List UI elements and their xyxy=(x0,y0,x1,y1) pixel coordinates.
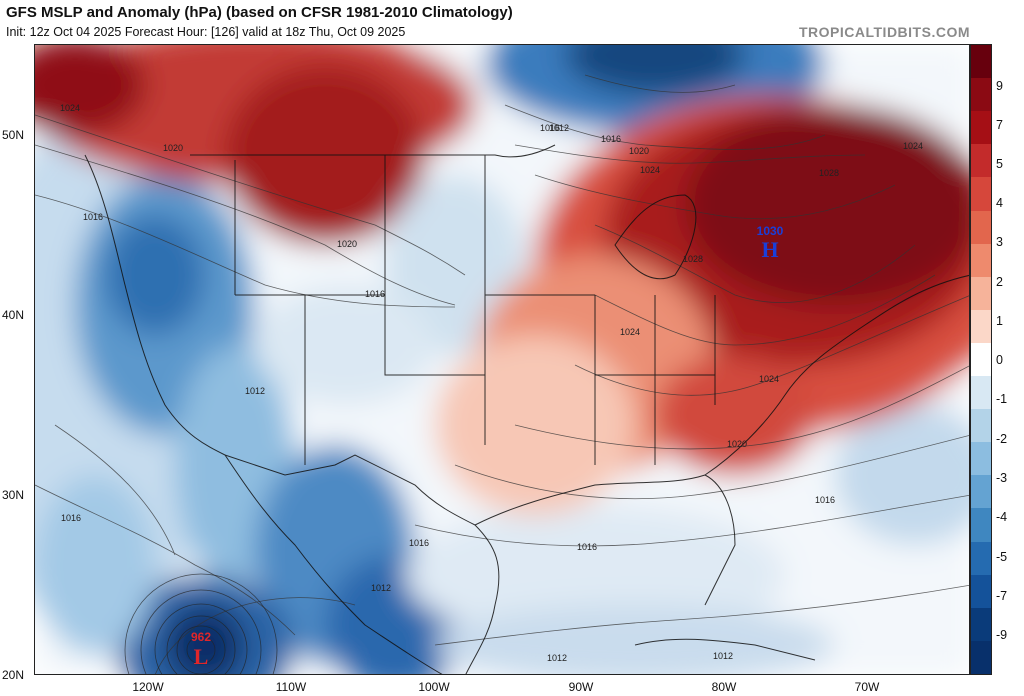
anomaly-colorbar xyxy=(970,44,992,675)
low-isobar-rings xyxy=(124,573,278,674)
isobar-label: 1016 xyxy=(815,495,835,505)
colorbar-label: 1 xyxy=(996,314,1003,328)
lat-label-50n: 50N xyxy=(2,128,25,142)
colorbar-segment xyxy=(971,442,991,476)
isobar-label: 1016 xyxy=(83,212,103,222)
isobar-label: 1012 xyxy=(371,583,391,593)
isobar-labels: 1024 1020 1016 1012 1016 1020 1024 1028 … xyxy=(60,103,923,663)
colorbar-label: 3 xyxy=(996,235,1003,249)
colorbar-label: -1 xyxy=(996,392,1008,406)
colorbar-segment xyxy=(971,342,991,377)
isobar-label: 1016 xyxy=(577,542,597,552)
colorbar-segment xyxy=(971,409,991,443)
colorbar-label: -5 xyxy=(996,550,1008,564)
isobar-label: 1028 xyxy=(683,254,703,264)
colorbar-segment xyxy=(971,111,991,145)
colorbar-segment xyxy=(971,640,991,675)
isobar-label: 1016 xyxy=(365,289,385,299)
colorbar-segment xyxy=(971,243,991,278)
colorbar-label: 9 xyxy=(996,79,1003,93)
isobar-label: 1024 xyxy=(903,141,923,151)
isobar-lines xyxy=(35,74,969,674)
isobar-label: 1024 xyxy=(620,327,640,337)
lat-label-40n: 40N xyxy=(2,308,25,322)
map-canvas: 1024 1020 1016 1012 1016 1020 1024 1028 … xyxy=(35,45,969,674)
low-pressure-center: 962 L xyxy=(191,630,211,669)
colorbar-label: 7 xyxy=(996,118,1003,132)
isobar-label: 1024 xyxy=(759,374,779,384)
colorbar-segment xyxy=(971,508,991,543)
isobar-label: 1020 xyxy=(629,146,649,156)
isobar-label: 1012 xyxy=(713,651,733,661)
map-boundaries xyxy=(84,144,969,674)
anomaly-map[interactable]: 1024 1020 1016 1012 1016 1020 1024 1028 … xyxy=(34,44,970,675)
isobar-label: 1016 xyxy=(61,513,81,523)
isobar-label: 1020 xyxy=(163,143,183,153)
colorbar-label: -4 xyxy=(996,510,1008,524)
anomaly-field xyxy=(35,45,969,674)
isobar-label: 1016 xyxy=(540,123,560,133)
lon-label-100w: 100W xyxy=(418,680,450,694)
map-title: GFS MSLP and Anomaly (hPa) (based on CFS… xyxy=(6,4,513,21)
colorbar-label: 5 xyxy=(996,157,1003,171)
colorbar-segment xyxy=(971,475,991,509)
colorbar-segment xyxy=(971,210,991,245)
lon-label-110w: 110W xyxy=(275,680,307,694)
colorbar-segment xyxy=(971,45,991,79)
colorbar-segment xyxy=(971,177,991,211)
colorbar-label: 4 xyxy=(996,196,1003,210)
colorbar-label: 2 xyxy=(996,275,1003,289)
map-subtitle: Init: 12z Oct 04 2025 Forecast Hour: [12… xyxy=(6,25,406,39)
high-pressure-center: 1030 H xyxy=(757,224,784,262)
colorbar-label: -3 xyxy=(996,471,1008,485)
lon-label-80w: 80W xyxy=(711,680,737,694)
high-pressure-value: 1030 xyxy=(757,224,784,238)
colorbar-segment xyxy=(971,78,991,112)
isobar-label: 1012 xyxy=(245,386,265,396)
high-pressure-letter: H xyxy=(761,237,778,262)
colorbar-segment xyxy=(971,276,991,311)
isobar-label: 1020 xyxy=(337,239,357,249)
lon-label-120w: 120W xyxy=(132,680,164,694)
isobar-label: 1024 xyxy=(640,165,660,175)
isobar-label: 1016 xyxy=(409,538,429,548)
isobar-label: 1012 xyxy=(549,123,569,133)
isobar-label: 1016 xyxy=(601,134,621,144)
colorbar-segment xyxy=(971,574,991,609)
colorbar-segment xyxy=(971,376,991,410)
colorbar-segment xyxy=(971,309,991,344)
colorbar-label: -7 xyxy=(996,589,1008,603)
site-watermark: TROPICALTIDBITS.COM xyxy=(798,24,970,40)
colorbar-label: -9 xyxy=(996,628,1008,642)
low-pressure-letter: L xyxy=(194,644,209,669)
lon-label-70w: 70W xyxy=(854,680,880,694)
colorbar-segment xyxy=(971,607,991,642)
colorbar-label: 0 xyxy=(996,353,1003,367)
isobar-label: 1028 xyxy=(819,168,839,178)
isobar-label: 1020 xyxy=(727,439,747,449)
isobar-label: 1012 xyxy=(547,653,567,663)
lat-label-30n: 30N xyxy=(2,488,25,502)
colorbar-segment xyxy=(971,541,991,576)
low-pressure-value: 962 xyxy=(191,630,211,644)
colorbar-segment xyxy=(971,144,991,178)
lon-label-90w: 90W xyxy=(568,680,594,694)
lat-label-20n: 20N xyxy=(2,668,25,682)
isobar-label: 1024 xyxy=(60,103,80,113)
colorbar-label: -2 xyxy=(996,432,1008,446)
